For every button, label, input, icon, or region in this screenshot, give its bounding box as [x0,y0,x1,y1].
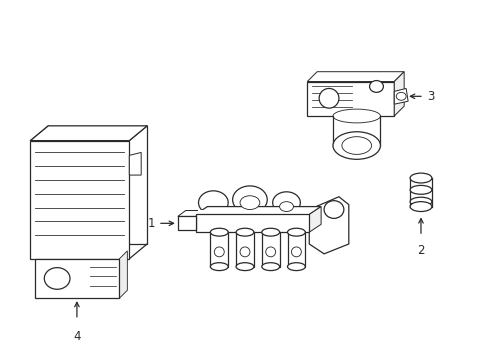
Ellipse shape [409,185,431,194]
Ellipse shape [44,267,70,289]
Ellipse shape [236,228,253,236]
Ellipse shape [287,263,305,271]
Ellipse shape [261,263,279,271]
Polygon shape [393,89,407,104]
Ellipse shape [232,186,267,213]
Polygon shape [35,259,119,298]
Ellipse shape [332,109,380,123]
Polygon shape [30,126,147,141]
Polygon shape [178,216,195,230]
Text: 1: 1 [147,217,155,230]
Ellipse shape [395,93,406,100]
Ellipse shape [324,201,343,219]
Ellipse shape [210,228,228,236]
Polygon shape [236,232,253,267]
Ellipse shape [240,196,259,210]
Ellipse shape [409,197,431,206]
Polygon shape [261,232,279,267]
Polygon shape [48,126,147,244]
Ellipse shape [214,247,224,257]
Ellipse shape [240,247,249,257]
Polygon shape [129,152,141,175]
Ellipse shape [272,192,300,213]
Ellipse shape [210,263,228,271]
Polygon shape [178,211,203,216]
Ellipse shape [369,81,383,93]
Polygon shape [306,82,393,116]
Text: 3: 3 [426,90,433,103]
Polygon shape [308,207,321,232]
Polygon shape [195,207,321,215]
Ellipse shape [319,89,338,108]
Polygon shape [393,72,404,116]
Text: 2: 2 [416,244,424,257]
Polygon shape [306,72,404,82]
Ellipse shape [341,137,371,154]
Ellipse shape [279,202,293,212]
Polygon shape [308,197,348,254]
Ellipse shape [261,228,279,236]
Polygon shape [197,210,308,215]
Ellipse shape [291,247,301,257]
Polygon shape [30,141,129,259]
Polygon shape [210,232,228,267]
Polygon shape [287,232,305,267]
Ellipse shape [236,263,253,271]
Ellipse shape [409,202,431,212]
Ellipse shape [287,228,305,236]
Ellipse shape [409,173,431,183]
Polygon shape [195,215,308,232]
Ellipse shape [198,191,228,215]
Polygon shape [119,251,127,298]
Text: 4: 4 [73,330,81,343]
Ellipse shape [265,247,275,257]
Ellipse shape [332,132,380,159]
